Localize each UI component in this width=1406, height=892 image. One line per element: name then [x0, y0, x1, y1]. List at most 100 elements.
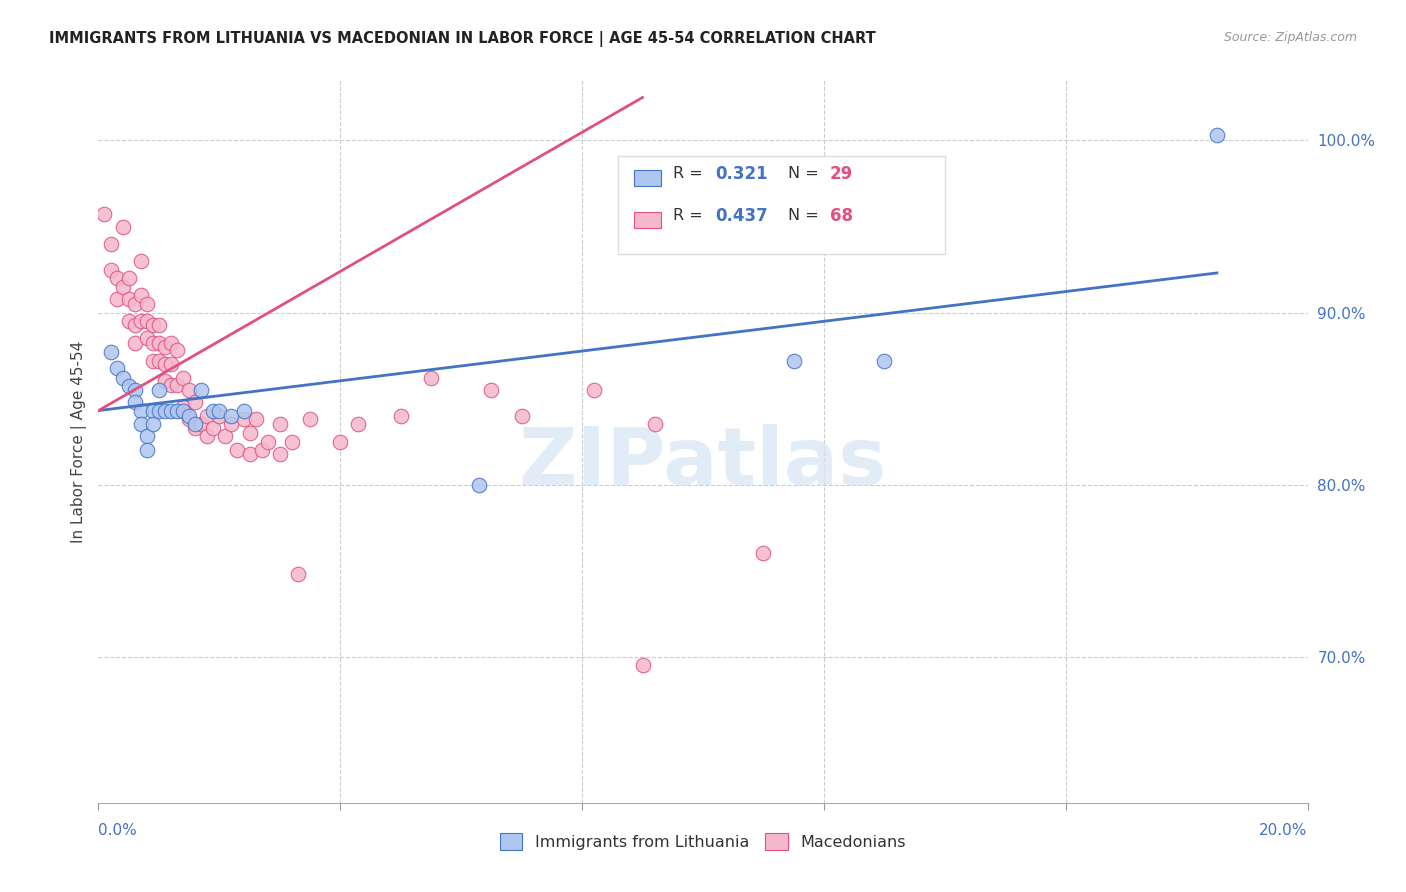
Point — [153, 403, 176, 417]
Point — [179, 412, 201, 426]
Point — [245, 412, 267, 426]
Point — [148, 353, 170, 368]
Point — [214, 429, 236, 443]
Point — [190, 383, 212, 397]
Point — [135, 331, 157, 345]
Point — [179, 409, 201, 423]
Point — [160, 377, 183, 392]
Point — [783, 353, 806, 368]
Point — [190, 417, 212, 432]
Point — [142, 318, 165, 332]
Text: 68: 68 — [830, 207, 853, 225]
Bar — [634, 211, 661, 227]
Bar — [634, 169, 661, 186]
Point — [111, 371, 134, 385]
Point — [420, 371, 443, 385]
Legend: Immigrants from Lithuania, Macedonians: Immigrants from Lithuania, Macedonians — [494, 827, 912, 856]
Point — [256, 434, 278, 449]
Text: 0.321: 0.321 — [716, 165, 768, 183]
Point — [118, 314, 141, 328]
Text: R =: R = — [673, 166, 707, 181]
Point — [166, 377, 188, 392]
Point — [142, 417, 165, 432]
Point — [195, 409, 218, 423]
Point — [135, 314, 157, 328]
Point — [142, 336, 165, 351]
Point — [179, 383, 201, 397]
Point — [93, 207, 115, 221]
Point — [135, 297, 157, 311]
Point — [281, 434, 304, 449]
Point — [148, 383, 170, 397]
Point — [160, 357, 183, 371]
Text: 29: 29 — [830, 165, 853, 183]
FancyBboxPatch shape — [619, 156, 945, 253]
Point — [752, 546, 775, 560]
Point — [142, 403, 165, 417]
Point — [232, 412, 254, 426]
Point — [153, 340, 176, 354]
Point — [100, 345, 122, 359]
Point — [148, 336, 170, 351]
Point — [124, 297, 146, 311]
Text: IMMIGRANTS FROM LITHUANIA VS MACEDONIAN IN LABOR FORCE | AGE 45-54 CORRELATION C: IMMIGRANTS FROM LITHUANIA VS MACEDONIAN … — [49, 31, 876, 47]
Text: N =: N = — [787, 166, 824, 181]
Point — [184, 421, 207, 435]
Point — [481, 383, 503, 397]
Point — [347, 417, 370, 432]
Point — [195, 429, 218, 443]
Point — [100, 236, 122, 251]
Point — [221, 409, 243, 423]
Point — [329, 434, 352, 449]
Point — [166, 343, 188, 358]
Point — [208, 403, 231, 417]
Point — [153, 375, 176, 389]
Point — [202, 421, 225, 435]
Point — [124, 318, 146, 332]
Y-axis label: In Labor Force | Age 45-54: In Labor Force | Age 45-54 — [72, 341, 87, 542]
Point — [129, 314, 152, 328]
Point — [153, 357, 176, 371]
Point — [160, 336, 183, 351]
Point — [208, 409, 231, 423]
Text: R =: R = — [673, 208, 707, 223]
Point — [124, 395, 146, 409]
Point — [239, 446, 262, 460]
Point — [129, 288, 152, 302]
Point — [232, 403, 254, 417]
Point — [184, 395, 207, 409]
Point — [105, 271, 128, 285]
Point — [172, 403, 194, 417]
Point — [269, 417, 291, 432]
Point — [118, 292, 141, 306]
Point — [148, 403, 170, 417]
Point — [299, 412, 322, 426]
Point — [160, 403, 183, 417]
Point — [873, 353, 896, 368]
Point — [118, 379, 141, 393]
Point — [111, 219, 134, 234]
Point — [172, 371, 194, 385]
Point — [239, 425, 262, 440]
Point — [135, 429, 157, 443]
Point — [129, 417, 152, 432]
Point — [135, 443, 157, 458]
Point — [1206, 128, 1229, 143]
Point — [129, 403, 152, 417]
Point — [105, 292, 128, 306]
Point — [100, 262, 122, 277]
Text: ZIPatlas: ZIPatlas — [519, 425, 887, 502]
Text: 20.0%: 20.0% — [1260, 823, 1308, 838]
Point — [250, 443, 273, 458]
Point — [468, 477, 491, 491]
Point — [111, 279, 134, 293]
Point — [148, 318, 170, 332]
Point — [172, 400, 194, 414]
Text: 0.437: 0.437 — [716, 207, 768, 225]
Point — [269, 446, 291, 460]
Point — [124, 383, 146, 397]
Text: 0.0%: 0.0% — [98, 823, 138, 838]
Point — [129, 253, 152, 268]
Point — [510, 409, 533, 423]
Point — [118, 271, 141, 285]
